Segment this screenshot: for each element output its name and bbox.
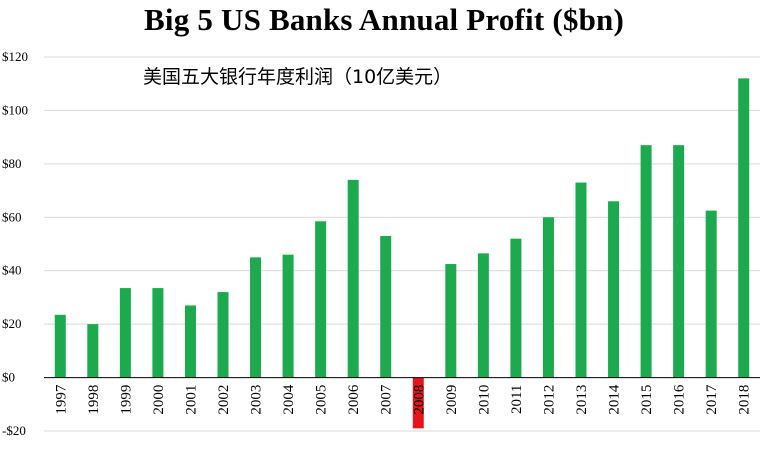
x-axis-labels: 1997 1998 1999 2000 2001 2002 2003 2004 2005 2006… xyxy=(53,384,752,415)
x-tick-label: 2012 xyxy=(541,385,557,415)
x-tick-label: 1999 xyxy=(118,385,134,415)
x-tick-label: 2008 xyxy=(411,385,427,415)
y-tick-label: -$20 xyxy=(2,423,26,438)
bar-2004 xyxy=(282,254,294,378)
y-tick-label: $20 xyxy=(2,316,22,331)
y-tick-label: $100 xyxy=(2,102,28,117)
x-tick-label: 2003 xyxy=(249,385,265,415)
bar-2009 xyxy=(445,264,457,378)
bar-2003 xyxy=(250,257,262,378)
x-tick-label: 2015 xyxy=(639,385,655,415)
bar-2016 xyxy=(673,145,685,378)
x-tick-label: 2005 xyxy=(314,385,330,415)
x-tick-label: 2001 xyxy=(183,385,199,415)
bar-2011 xyxy=(510,238,522,378)
x-tick-label: 2018 xyxy=(737,385,753,415)
y-axis-ticks: -$20 $0 $20 $40 $60 $80 $100 $120 xyxy=(2,49,28,438)
chart-subtitle: 美国五大银行年度利润（10亿美元） xyxy=(143,66,453,88)
bar-2000 xyxy=(152,288,164,378)
bar-2008 xyxy=(412,377,424,429)
y-tick-label: $60 xyxy=(2,209,22,224)
bar-2010 xyxy=(477,253,489,378)
x-tick-label: 2007 xyxy=(379,384,395,415)
x-tick-label: 2013 xyxy=(574,385,590,415)
bar-2002 xyxy=(217,292,229,378)
bar-2005 xyxy=(315,221,327,378)
bar-2006 xyxy=(347,179,359,378)
bar-2007 xyxy=(380,235,392,378)
bar-2018 xyxy=(738,78,750,378)
bar-2012 xyxy=(542,217,554,378)
x-tick-label: 2017 xyxy=(704,384,720,415)
bar-2015 xyxy=(640,145,652,378)
y-tick-label: $40 xyxy=(2,263,22,278)
bar-1999 xyxy=(119,288,131,378)
grid-lines xyxy=(44,56,760,432)
x-tick-label: 2011 xyxy=(509,385,525,414)
x-tick-label: 2004 xyxy=(281,384,297,415)
bar-2001 xyxy=(184,305,196,378)
y-tick-label: $80 xyxy=(2,156,22,171)
x-tick-label: 2002 xyxy=(216,385,232,415)
bar-2017 xyxy=(705,210,717,378)
x-tick-label: 2016 xyxy=(672,384,688,415)
x-tick-label: 2006 xyxy=(346,384,362,415)
x-tick-label: 2009 xyxy=(444,385,460,415)
x-tick-label: 2010 xyxy=(476,385,492,415)
x-tick-label: 2000 xyxy=(151,385,167,415)
bar-2013 xyxy=(575,182,587,378)
bar-1998 xyxy=(87,324,99,378)
x-tick-label: 2014 xyxy=(607,384,623,415)
x-tick-label: 1997 xyxy=(53,384,69,415)
bars xyxy=(54,78,750,429)
chart-title: Big 5 US Banks Annual Profit ($bn) xyxy=(144,2,624,37)
y-tick-label: $0 xyxy=(2,370,15,385)
x-tick-label: 1998 xyxy=(86,385,102,415)
y-tick-label: $120 xyxy=(2,49,28,64)
bar-1997 xyxy=(54,314,66,378)
bar-2014 xyxy=(608,201,620,378)
